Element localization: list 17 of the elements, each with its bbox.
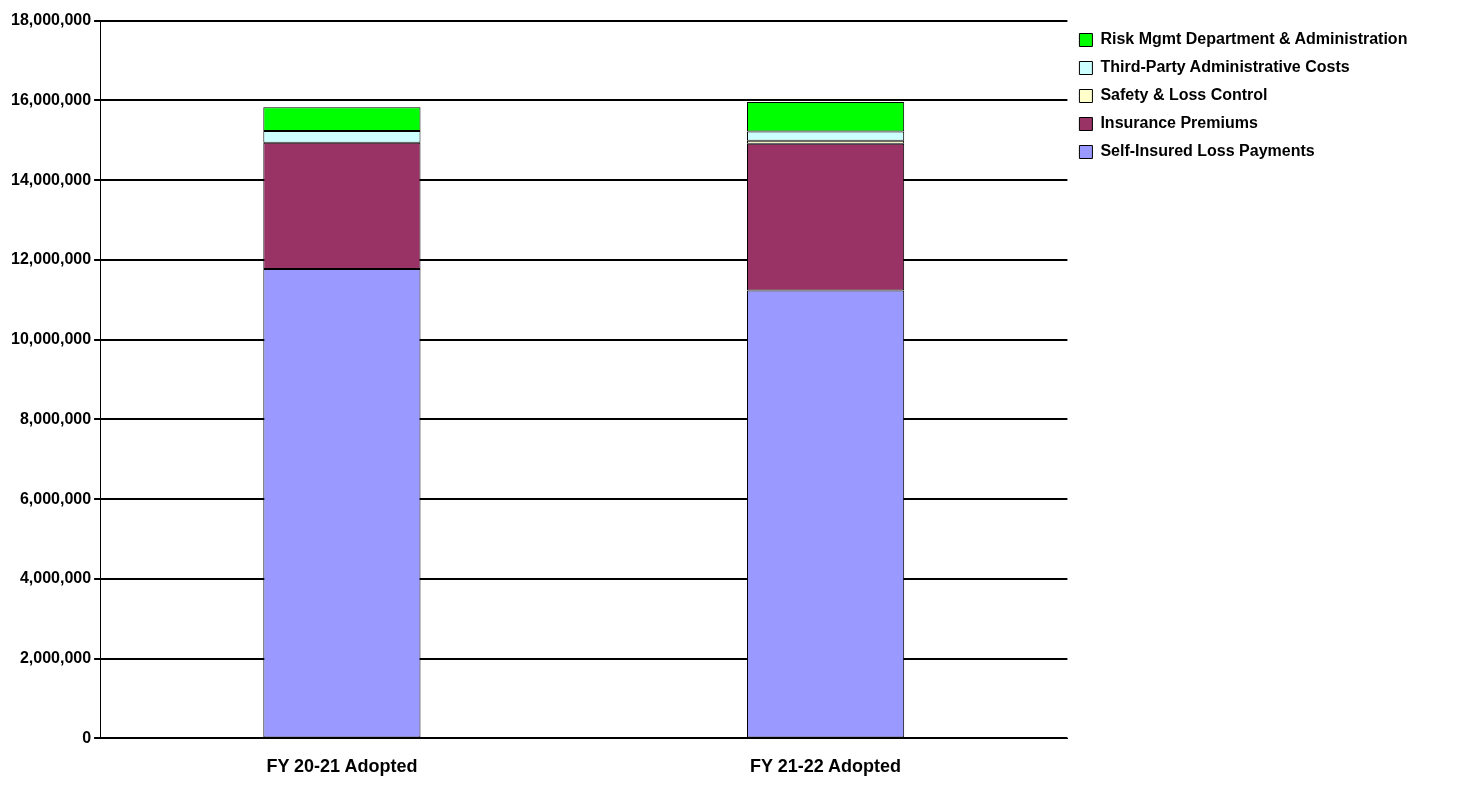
y-tick-label: 12,000,000 [11, 250, 92, 268]
legend-label: Safety & Loss Control [1100, 86, 1268, 104]
y-tick-label: 6,000,000 [19, 489, 92, 507]
x-tick-label: FY 20-21 Adopted [266, 756, 418, 777]
x-tick-label: FY 21-22 Adopted [750, 756, 902, 777]
legend-label: Self-Insured Loss Payments [1100, 142, 1315, 160]
y-tick-label: 0 [82, 728, 92, 746]
y-tick-label: 10,000,000 [11, 330, 92, 348]
y-tick-label: 8,000,000 [19, 409, 92, 427]
y-tick-label: 4,000,000 [19, 569, 92, 587]
legend-label: Risk Mgmt Department & Administration [1100, 30, 1408, 48]
y-tick-label: 16,000,000 [11, 90, 92, 108]
y-tick-label: 14,000,000 [11, 170, 92, 188]
y-tick-label: 18,000,000 [11, 11, 92, 29]
legend-label: Third-Party Administrative Costs [1100, 58, 1350, 76]
legend-label: Insurance Premiums [1100, 114, 1258, 132]
y-tick-label: 2,000,000 [19, 649, 92, 667]
